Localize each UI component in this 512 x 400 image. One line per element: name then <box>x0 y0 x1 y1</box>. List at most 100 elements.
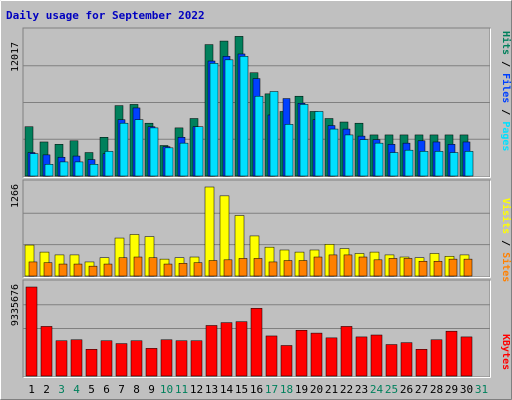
legend-separator: / <box>500 103 511 121</box>
legend-requests: Hits / Files / Pages <box>500 31 512 151</box>
day-label-22: 22 <box>340 383 353 396</box>
day-label-20: 20 <box>310 383 323 396</box>
bar-sites-day-27 <box>418 260 428 277</box>
bar-pages-day-18 <box>284 124 294 177</box>
bar-kbytes-day-20 <box>310 332 323 377</box>
bar-pages-day-16 <box>254 95 264 177</box>
bar-pages-day-10 <box>164 147 174 177</box>
bar-sites-day-2 <box>43 262 53 277</box>
bar-kbytes-day-4 <box>70 339 83 377</box>
bar-kbytes-day-23 <box>355 336 368 377</box>
bar-sites-day-21 <box>328 254 338 277</box>
day-label-4: 4 <box>73 383 80 396</box>
bar-kbytes-day-29 <box>445 330 458 377</box>
bar-sites-day-28 <box>433 260 443 277</box>
bar-pages-day-2 <box>44 164 54 177</box>
bar-kbytes-day-7 <box>115 343 128 377</box>
day-label-9: 9 <box>148 383 155 396</box>
bar-kbytes-day-19 <box>295 329 308 377</box>
bar-kbytes-day-18 <box>280 345 293 377</box>
bar-kbytes-day-6 <box>100 340 113 377</box>
bar-sites-day-20 <box>313 256 323 277</box>
day-label-13: 13 <box>205 383 218 396</box>
day-label-15: 15 <box>235 383 248 396</box>
bar-sites-day-24 <box>373 259 383 277</box>
day-label-31: 31 <box>475 383 488 396</box>
bar-kbytes-day-11 <box>175 340 188 377</box>
day-label-7: 7 <box>118 383 125 396</box>
visitors-ymax-label: 1266 <box>10 184 21 208</box>
bar-sites-day-17 <box>268 261 278 277</box>
legend-kbytes: KBytes <box>500 334 511 370</box>
bar-pages-day-27 <box>419 151 429 177</box>
day-label-10: 10 <box>160 383 173 396</box>
bar-pages-day-13 <box>209 63 219 177</box>
legend-bytes: KBytes <box>500 334 511 370</box>
bar-kbytes-day-9 <box>145 348 158 377</box>
bar-kbytes-day-8 <box>130 340 143 377</box>
day-label-5: 5 <box>88 383 95 396</box>
day-label-25: 25 <box>385 383 398 396</box>
bar-sites-day-19 <box>298 260 308 277</box>
day-label-8: 8 <box>133 383 140 396</box>
bar-kbytes-day-10 <box>160 339 173 377</box>
bar-sites-day-6 <box>103 263 113 277</box>
bar-pages-day-9 <box>149 127 159 177</box>
bar-sites-day-16 <box>253 258 263 277</box>
bar-sites-day-30 <box>463 258 473 277</box>
bar-sites-day-10 <box>163 263 173 277</box>
bar-pages-day-8 <box>134 119 144 177</box>
x-axis-day-labels: 1 2 3 4 5 6 7 8 9 10 11 12 13 14 15 16 17 18 19 20 21 22 23 24 2… <box>28 383 488 396</box>
day-label-26: 26 <box>400 383 413 396</box>
bar-pages-day-30 <box>464 151 474 177</box>
bar-sites-day-11 <box>178 263 188 277</box>
bar-pages-day-1 <box>29 153 39 177</box>
bar-kbytes-day-17 <box>265 335 278 377</box>
bar-sites-day-26 <box>403 258 413 277</box>
bar-kbytes-day-24 <box>370 334 383 377</box>
bar-pages-day-3 <box>59 161 69 177</box>
day-label-29: 29 <box>445 383 458 396</box>
bar-sites-day-23 <box>358 256 368 277</box>
chart-title: Daily usage for September 2022 <box>6 9 205 22</box>
bar-sites-day-3 <box>58 263 68 277</box>
bar-kbytes-day-1 <box>25 286 38 377</box>
day-label-6: 6 <box>103 383 110 396</box>
data-bars <box>24 36 474 377</box>
bar-pages-day-24 <box>374 142 384 177</box>
bar-kbytes-day-16 <box>250 308 263 377</box>
day-label-14: 14 <box>220 383 234 396</box>
bar-pages-day-22 <box>344 134 354 177</box>
bar-pages-day-4 <box>74 161 84 177</box>
bar-kbytes-day-22 <box>340 326 353 377</box>
bar-pages-day-28 <box>434 151 444 177</box>
bar-kbytes-day-27 <box>415 349 428 377</box>
legend-separator: / <box>500 55 511 73</box>
day-label-3: 3 <box>58 383 65 396</box>
bar-pages-day-25 <box>389 152 399 177</box>
bar-pages-day-12 <box>194 126 204 177</box>
day-label-12: 12 <box>190 383 203 396</box>
day-label-28: 28 <box>430 383 443 396</box>
bar-sites-day-25 <box>388 258 398 277</box>
bar-kbytes-day-14 <box>220 322 233 377</box>
bar-sites-day-8 <box>133 256 143 277</box>
bar-kbytes-day-2 <box>40 326 53 377</box>
bar-pages-day-15 <box>239 56 249 177</box>
bar-kbytes-day-5 <box>85 349 98 377</box>
bar-kbytes-day-13 <box>205 325 218 377</box>
bar-pages-day-14 <box>224 59 234 177</box>
bar-sites-day-29 <box>448 258 458 277</box>
day-label-24: 24 <box>370 383 384 396</box>
requests-ymax-label: 12017 <box>10 42 21 72</box>
legend-sites: Sites <box>500 252 512 282</box>
legend-separator: / <box>500 234 511 252</box>
bar-kbytes-day-3 <box>55 340 68 377</box>
bar-sites-day-22 <box>343 254 353 277</box>
bar-sites-day-15 <box>238 258 248 277</box>
bar-sites-day-1 <box>28 261 38 277</box>
bar-pages-day-21 <box>329 128 339 177</box>
bar-kbytes-day-15 <box>235 321 248 377</box>
bar-pages-day-19 <box>299 104 309 177</box>
